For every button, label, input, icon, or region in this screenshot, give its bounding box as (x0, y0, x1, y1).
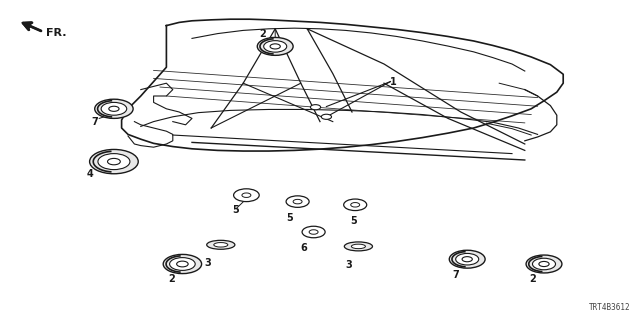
Circle shape (257, 37, 293, 55)
Text: 2: 2 (168, 274, 175, 284)
Circle shape (270, 44, 280, 49)
Circle shape (163, 254, 202, 274)
Text: 7: 7 (92, 117, 98, 127)
Circle shape (264, 41, 287, 52)
Circle shape (109, 106, 119, 111)
Circle shape (351, 203, 360, 207)
Text: 3: 3 (346, 260, 352, 270)
Text: 4: 4 (86, 169, 93, 180)
Text: 5: 5 (232, 204, 239, 215)
Text: FR.: FR. (46, 28, 67, 38)
Text: 2: 2 (259, 28, 266, 39)
Circle shape (90, 149, 138, 174)
Text: TRT4B3612: TRT4B3612 (589, 303, 630, 312)
Circle shape (95, 99, 133, 118)
Circle shape (234, 189, 259, 202)
Text: 6: 6 (301, 243, 307, 253)
Circle shape (310, 105, 321, 110)
Ellipse shape (351, 244, 365, 249)
Circle shape (532, 258, 556, 270)
Circle shape (462, 257, 472, 262)
Circle shape (539, 261, 549, 267)
Text: 5: 5 (287, 212, 293, 223)
Circle shape (344, 199, 367, 211)
Circle shape (98, 154, 130, 170)
Ellipse shape (207, 240, 235, 249)
Ellipse shape (214, 243, 228, 247)
Circle shape (293, 199, 302, 204)
Circle shape (170, 258, 195, 270)
Circle shape (286, 196, 309, 207)
Circle shape (321, 114, 332, 119)
Text: 5: 5 (350, 216, 356, 227)
Text: 3: 3 (205, 258, 211, 268)
Circle shape (302, 226, 325, 238)
Text: 2: 2 (530, 274, 536, 284)
Circle shape (309, 230, 318, 234)
Circle shape (177, 261, 188, 267)
Text: 7: 7 (452, 270, 459, 280)
Circle shape (101, 102, 127, 115)
Circle shape (242, 193, 251, 197)
Circle shape (108, 158, 120, 165)
Text: 1: 1 (390, 76, 397, 87)
Circle shape (526, 255, 562, 273)
Ellipse shape (344, 242, 372, 251)
Circle shape (456, 253, 479, 265)
Circle shape (449, 250, 485, 268)
